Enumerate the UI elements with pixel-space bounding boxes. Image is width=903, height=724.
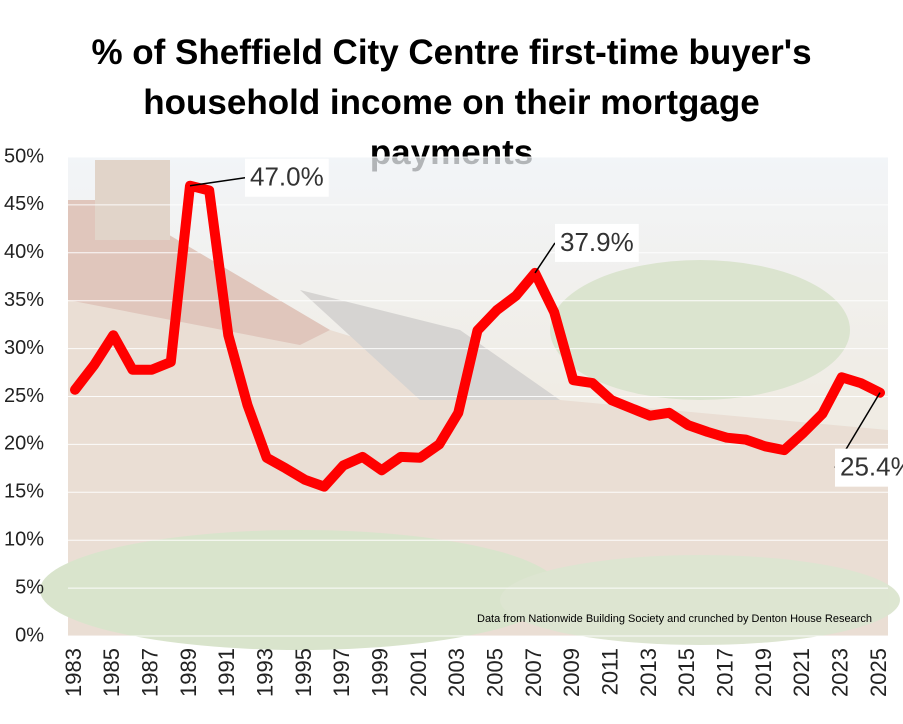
x-tick-label: 1991 <box>214 648 239 697</box>
annotation-label: 47.0% <box>250 162 324 192</box>
x-tick-label: 2025 <box>866 648 891 697</box>
x-tick-label: 1993 <box>252 648 277 697</box>
y-tick-label: 10% <box>4 528 44 550</box>
x-tick-label: 1995 <box>291 648 316 697</box>
x-tick-label: 2011 <box>597 648 622 695</box>
x-tick-label: 2013 <box>636 648 661 697</box>
x-tick-label: 1989 <box>176 648 201 697</box>
x-tick-label: 1987 <box>137 648 162 697</box>
y-tick-label: 50% <box>4 145 44 167</box>
annotation-box <box>245 158 329 197</box>
y-tick-label: 25% <box>4 385 44 407</box>
y-tick-label: 15% <box>4 481 44 503</box>
x-tick-label: 1999 <box>367 648 392 697</box>
x-tick-label: 1997 <box>329 648 354 697</box>
y-tick-label: 45% <box>4 193 44 215</box>
x-tick-label: 2021 <box>789 648 814 697</box>
annotation-leader <box>534 242 556 274</box>
annotation-box <box>555 223 639 262</box>
source-note: Data from Nationwide Building Society an… <box>477 613 872 625</box>
x-tick-label: 1983 <box>61 648 86 697</box>
y-tick-label: 20% <box>4 433 44 455</box>
annotation-label: 25.4% <box>840 452 903 482</box>
y-tick-label: 5% <box>15 576 44 598</box>
chart-title: % of Sheffield City Centre first-time bu… <box>91 33 812 172</box>
annotation-label: 37.9% <box>560 227 634 257</box>
y-tick-label: 40% <box>4 241 44 263</box>
x-tick-label: 2015 <box>674 648 699 697</box>
background-photo <box>40 157 900 650</box>
annotation-leader <box>189 176 246 187</box>
x-tick-label: 2003 <box>444 648 469 697</box>
x-tick-label: 2023 <box>827 648 852 697</box>
x-tick-label: 2019 <box>751 648 776 697</box>
x-tick-label: 2001 <box>406 648 431 697</box>
x-tick-label: 1985 <box>99 648 124 697</box>
x-tick-label: 2017 <box>712 648 737 697</box>
y-tick-label: 30% <box>4 337 44 359</box>
y-tick-label: 0% <box>15 624 44 646</box>
y-tick-label: 35% <box>4 289 44 311</box>
annotation-box <box>835 448 903 487</box>
data-line <box>70 180 885 492</box>
x-tick-label: 2005 <box>482 648 507 697</box>
x-tick-label: 2007 <box>521 648 546 697</box>
x-tick-label: 2009 <box>559 648 584 697</box>
